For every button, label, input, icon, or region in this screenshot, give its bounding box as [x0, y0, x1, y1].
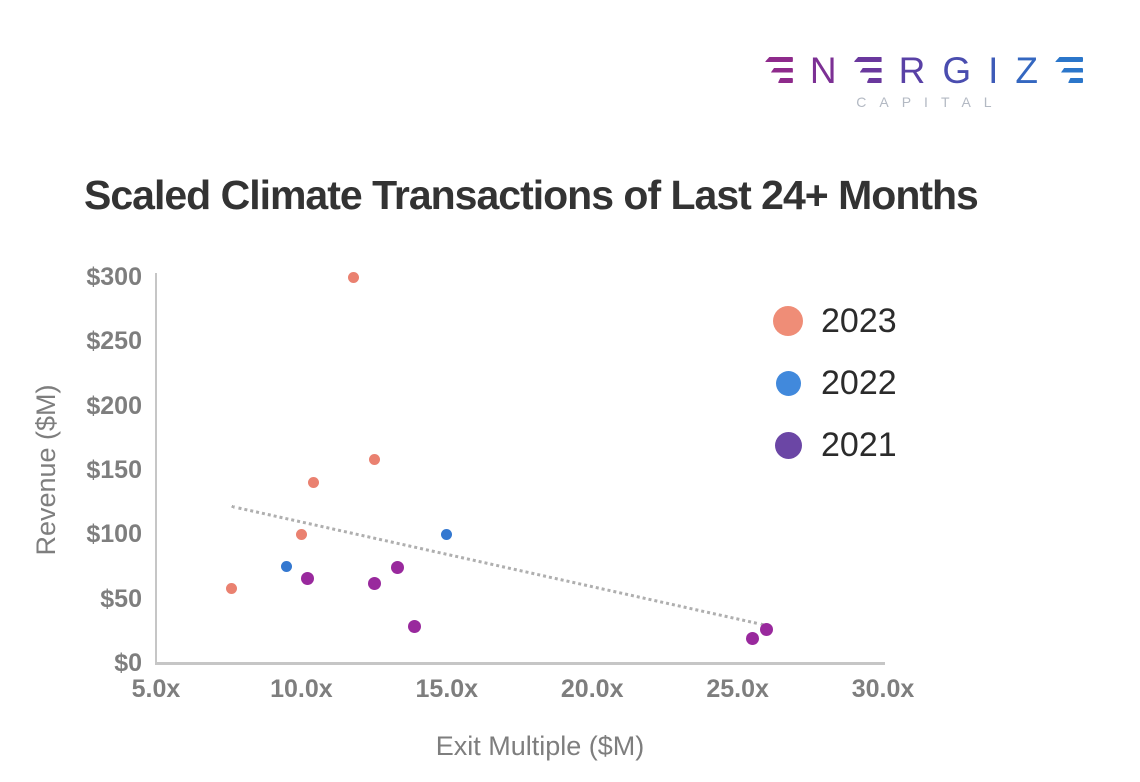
data-point-2023 — [307, 477, 319, 489]
data-point-2023 — [295, 528, 307, 540]
legend-marker-icon — [772, 306, 804, 336]
x-tick-label: 10.0x — [270, 675, 333, 703]
legend-item-2021: 2021 — [772, 414, 897, 476]
y-tick-label: $250 — [86, 327, 142, 356]
y-axis-line — [155, 273, 157, 664]
x-tick-label: 15.0x — [415, 675, 479, 703]
chart-legend: 2023 2022 2021 — [772, 290, 897, 476]
data-point-2021 — [745, 632, 759, 646]
data-point-2022 — [281, 561, 293, 572]
legend-label: 2022 — [821, 363, 897, 402]
y-tick-label: $100 — [86, 520, 142, 549]
data-point-2021 — [408, 620, 422, 634]
y-tick-label: $300 — [86, 263, 142, 291]
data-point-2021 — [760, 623, 774, 637]
data-point-2021 — [390, 561, 404, 575]
logo-letter-e-icon — [853, 57, 882, 83]
page-title: Scaled Climate Transactions of Last 24+ … — [84, 172, 979, 218]
data-point-2023 — [368, 454, 380, 466]
x-tick-label: 20.0x — [560, 675, 624, 703]
legend-item-2023: 2023 — [772, 290, 897, 352]
data-point-2021 — [367, 576, 381, 590]
x-axis-title: Exit Multiple ($M) — [435, 731, 645, 761]
logo-subtitle: CAPITAL — [856, 94, 1005, 110]
logo-letter: N — [809, 49, 837, 91]
data-point-2023 — [226, 582, 238, 594]
legend-label: 2021 — [821, 425, 897, 464]
logo-letter: I — [988, 49, 999, 91]
y-tick-label: $150 — [86, 456, 142, 484]
legend-marker-icon — [772, 370, 804, 396]
data-point-2021 — [300, 571, 314, 585]
logo-letter-e-icon — [1055, 57, 1083, 83]
logo-letter-e-icon — [764, 57, 793, 83]
legend-item-2022: 2022 — [772, 352, 897, 414]
logo-letter: G — [942, 49, 972, 91]
x-tick-label: 25.0x — [706, 675, 769, 703]
legend-label: 2023 — [821, 301, 897, 340]
y-tick-label: $200 — [86, 391, 142, 420]
y-tick-label: $50 — [100, 584, 142, 613]
trendline — [230, 504, 764, 627]
x-axis-line — [155, 662, 885, 665]
y-tick-label: $0 — [114, 649, 142, 677]
x-tick-label: 30.0x — [851, 675, 915, 703]
data-point-2023 — [348, 271, 360, 283]
data-point-2022 — [441, 528, 453, 540]
logo-letter: Z — [1015, 49, 1038, 91]
legend-marker-icon — [772, 431, 804, 459]
logo-letter: R — [898, 49, 926, 91]
x-tick-label: 5.0x — [131, 675, 181, 703]
